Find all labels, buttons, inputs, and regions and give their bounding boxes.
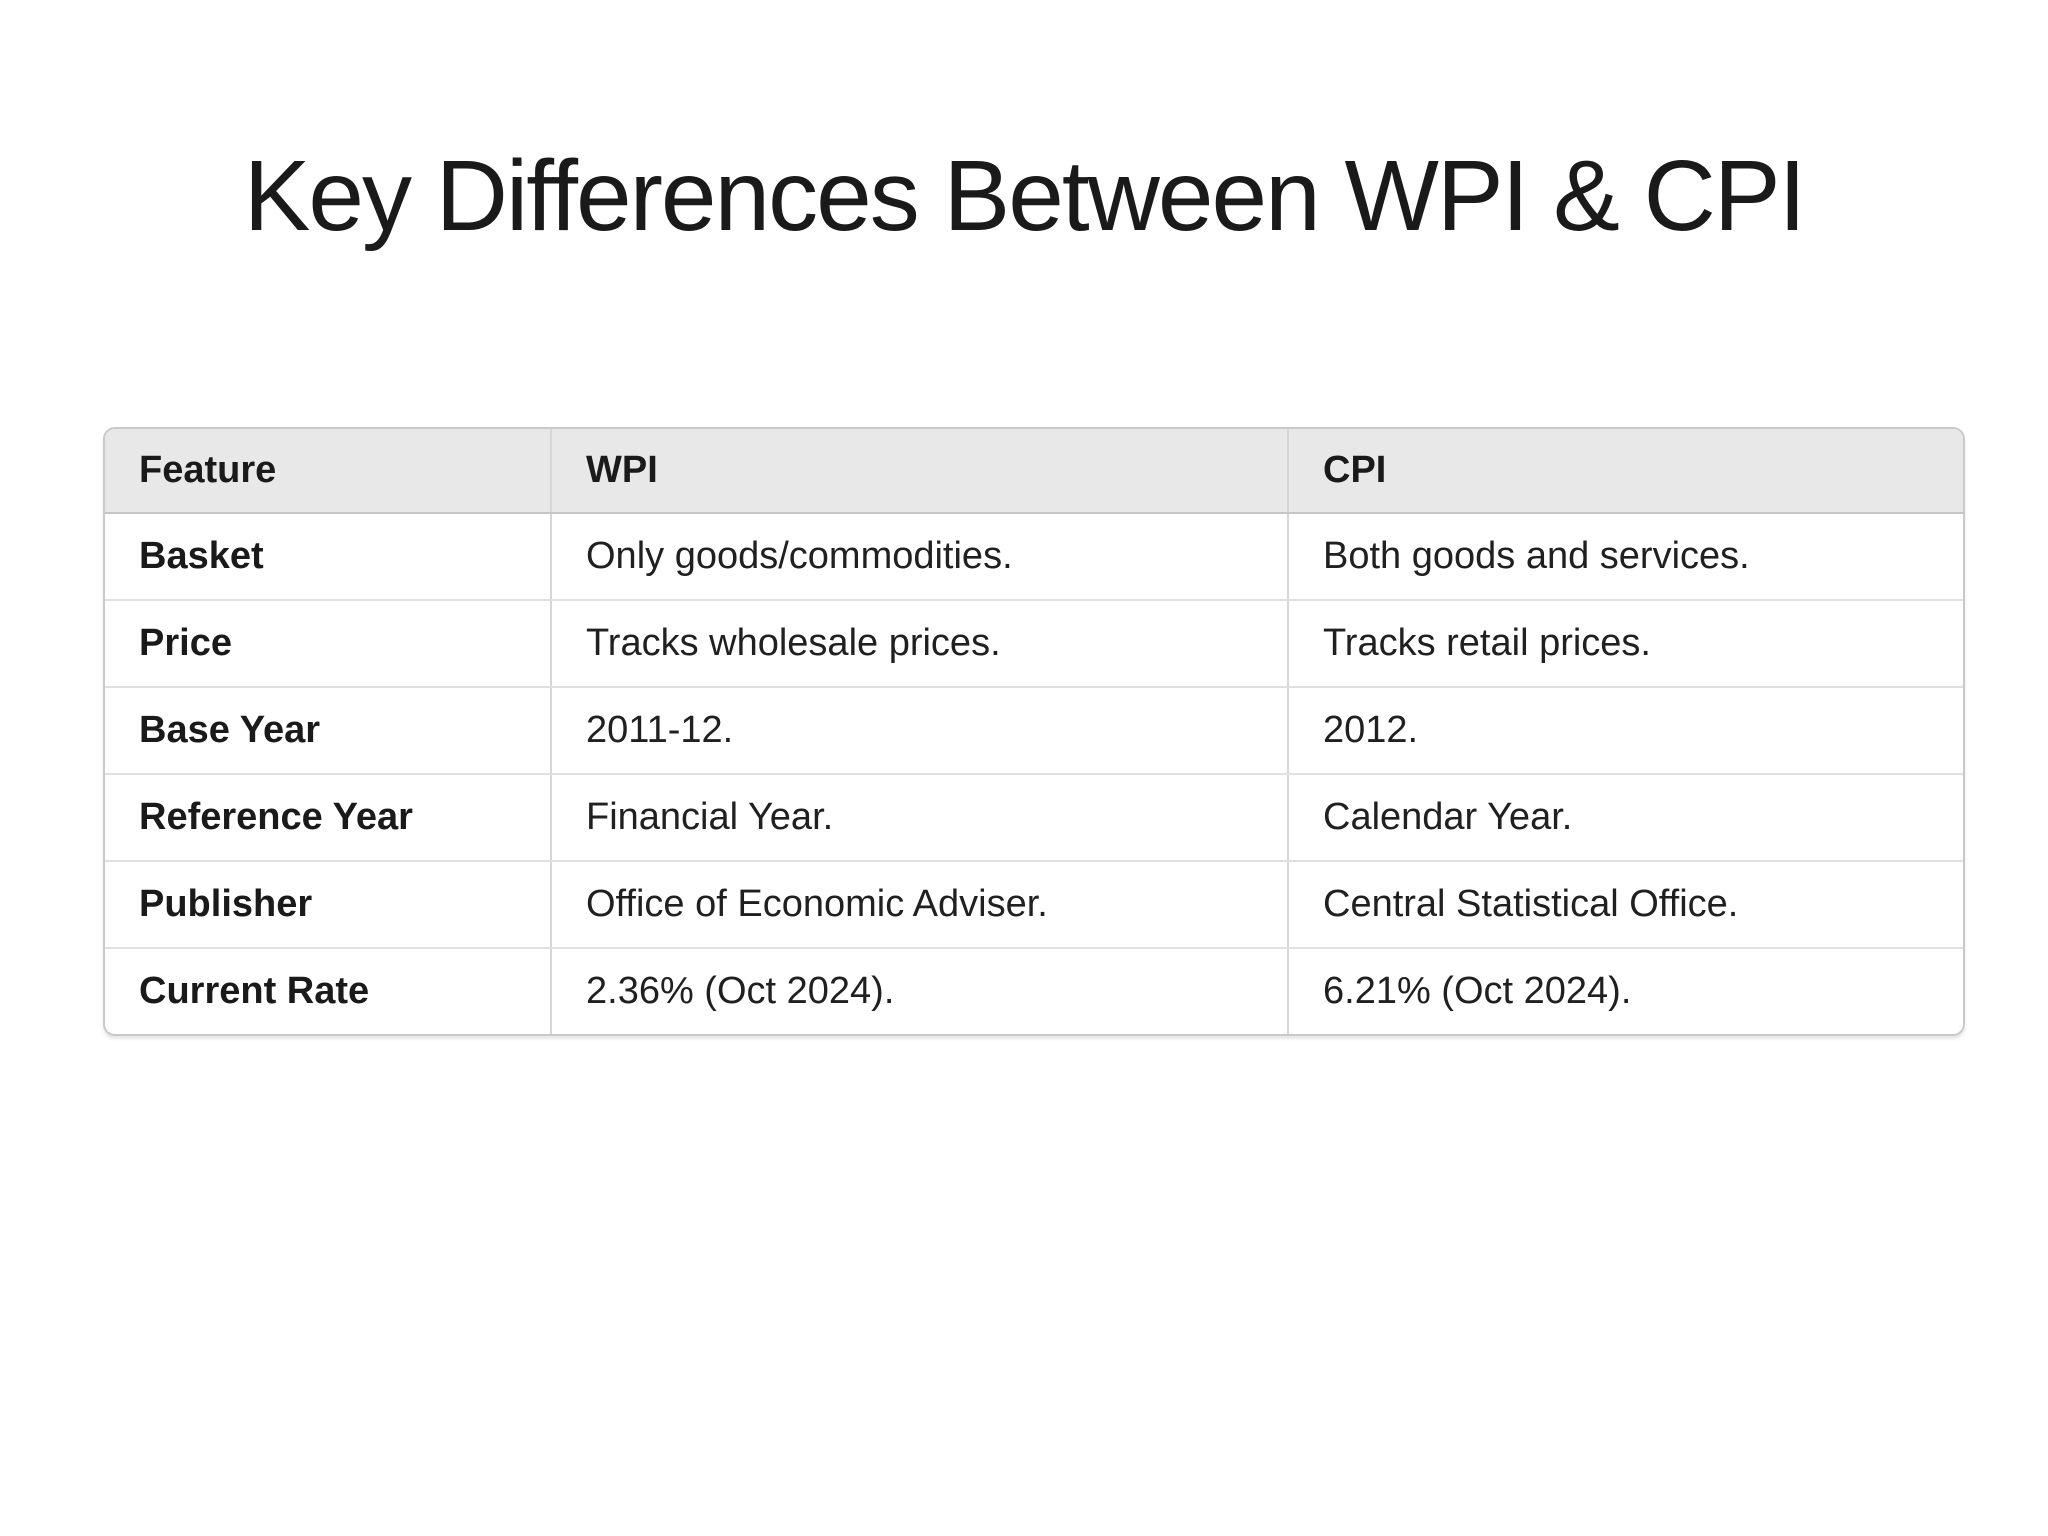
feature-label: Base Year xyxy=(139,708,321,751)
feature-label: Reference Year xyxy=(139,795,413,838)
cpi-value: Tracks retail prices. xyxy=(1287,601,1963,686)
cpi-value: Central Statistical Office. xyxy=(1287,862,1963,947)
column-header-feature: Feature xyxy=(139,448,277,491)
feature-label: Publisher xyxy=(139,882,313,925)
table-header-row: Feature WPI CPI xyxy=(105,429,1963,514)
table-row-basket: Basket Only goods/commodities. Both good… xyxy=(105,514,1963,599)
table-row-base-year: Base Year 2011-12. 2012. xyxy=(105,686,1963,773)
column-header-cpi: CPI xyxy=(1287,429,1963,512)
table-row-price: Price Tracks wholesale prices. Tracks re… xyxy=(105,599,1963,686)
wpi-value: Tracks wholesale prices. xyxy=(550,601,1287,686)
cpi-value: Both goods and services. xyxy=(1287,514,1963,599)
column-header-wpi: WPI xyxy=(550,429,1287,512)
feature-label: Price xyxy=(139,621,232,664)
wpi-value: Financial Year. xyxy=(550,775,1287,860)
wpi-value: 2.36% (Oct 2024). xyxy=(550,949,1287,1034)
feature-label: Basket xyxy=(139,534,264,577)
cpi-value: 2012. xyxy=(1287,688,1963,773)
cpi-value: 6.21% (Oct 2024). xyxy=(1287,949,1963,1034)
wpi-value: Office of Economic Adviser. xyxy=(550,862,1287,947)
table-row-publisher: Publisher Office of Economic Adviser. Ce… xyxy=(105,860,1963,947)
wpi-value: 2011-12. xyxy=(550,688,1287,773)
key-differences-table: Feature WPI CPI Basket Only goods/commod… xyxy=(103,427,1965,1036)
page-title: Key Differences Between WPI & CPI xyxy=(243,140,1807,252)
table-row-current-rate: Current Rate 2.36% (Oct 2024). 6.21% (Oc… xyxy=(105,947,1963,1034)
table-row-reference-year: Reference Year Financial Year. Calendar … xyxy=(105,773,1963,860)
feature-label: Current Rate xyxy=(139,969,370,1012)
wpi-value: Only goods/commodities. xyxy=(550,514,1287,599)
cpi-value: Calendar Year. xyxy=(1287,775,1963,860)
